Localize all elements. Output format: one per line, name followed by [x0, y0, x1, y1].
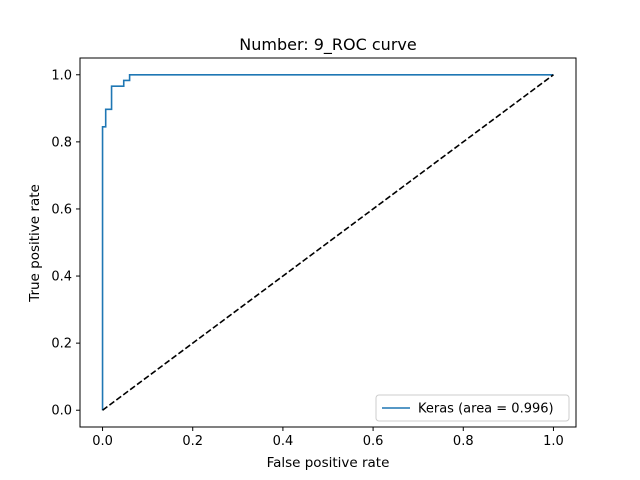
- x-tick-label: 0.8: [453, 434, 474, 449]
- plot-area: [101, 73, 554, 411]
- y-tick-label: 1.0: [51, 68, 72, 83]
- legend-label: Keras (area = 0.996): [418, 402, 554, 417]
- y-tick-label: 0.6: [51, 202, 72, 217]
- legend-box: [375, 394, 570, 422]
- x-tick-label: 0.2: [182, 434, 203, 449]
- x-tick-label: 0.4: [273, 434, 294, 449]
- y-axis-label: True positive rate: [27, 184, 43, 303]
- ticks: 0.0 0.2 0.4 0.6 0.8 1.0 0.0 0.2 0.4 0.6 0.8 1.0: [51, 68, 563, 449]
- x-tick-label: 0.6: [363, 434, 384, 449]
- x-axis-label: False positive rate: [267, 455, 390, 471]
- axes-frame: [79, 57, 577, 428]
- x-tick-label: 0.0: [92, 434, 113, 449]
- roc-curve-line: [101, 73, 554, 411]
- legend: Keras (area = 0.996): [375, 394, 570, 422]
- chance-diagonal-line: [102, 74, 554, 411]
- chart-title: Number: 9_ROC curve: [239, 35, 416, 55]
- y-tick-label: 0.2: [51, 337, 72, 352]
- x-tick-label: 1.0: [543, 434, 564, 449]
- y-tick-label: 0.4: [51, 270, 72, 285]
- y-tick-label: 0.0: [51, 404, 72, 419]
- y-tick-label: 0.8: [51, 135, 72, 150]
